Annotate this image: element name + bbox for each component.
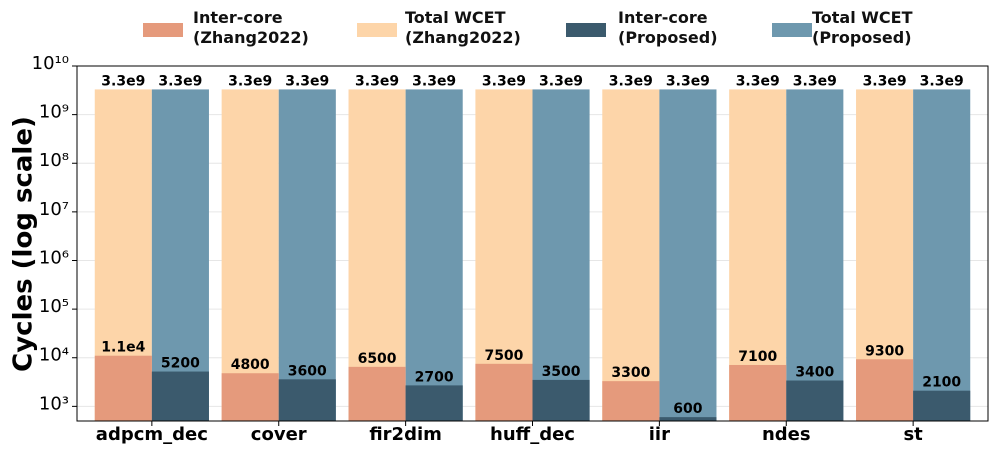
y-tick-label: 10³ <box>39 393 69 414</box>
legend-label: Inter-core (Proposed) <box>618 8 718 47</box>
value-label: 1.1e4 <box>101 340 145 356</box>
value-label: 3.3e9 <box>539 73 583 89</box>
value-label: 2100 <box>922 375 961 391</box>
bar <box>856 359 914 421</box>
bar <box>278 89 336 421</box>
bar <box>659 89 717 421</box>
value-label: 5200 <box>161 356 200 372</box>
bar <box>405 385 463 421</box>
value-label: 3.3e9 <box>355 73 399 89</box>
legend-swatch <box>566 23 606 37</box>
value-label: 7500 <box>484 348 523 364</box>
value-label: 600 <box>673 401 702 417</box>
legend-label: Total WCET (Zhang2022) <box>405 8 521 47</box>
x-tick-label: st <box>903 424 923 445</box>
value-label: 3600 <box>288 363 327 379</box>
y-tick-label: 10⁴ <box>39 345 69 366</box>
value-label: 3.3e9 <box>920 73 964 89</box>
x-tick-label: adpcm_dec <box>96 424 208 445</box>
value-label: 3.3e9 <box>228 73 272 89</box>
value-label: 3500 <box>542 364 581 380</box>
value-label: 9300 <box>865 343 904 359</box>
y-tick-label: 10⁹ <box>39 102 69 123</box>
y-tick-label: 10⁸ <box>39 150 69 171</box>
value-label: 3300 <box>611 365 650 381</box>
value-label: 3.3e9 <box>412 73 456 89</box>
bar <box>602 89 660 421</box>
x-tick-label: huff_dec <box>490 424 575 445</box>
value-label: 3400 <box>795 365 834 381</box>
bar <box>532 379 590 421</box>
value-label: 3.3e9 <box>609 73 653 89</box>
legend-swatch <box>143 23 183 37</box>
value-label: 3.3e9 <box>666 73 710 89</box>
bar <box>151 371 209 421</box>
x-tick-label: cover <box>251 424 307 445</box>
value-label: 3.3e9 <box>482 73 526 89</box>
plot-frame <box>76 65 989 422</box>
value-label: 4800 <box>231 357 270 373</box>
bar <box>405 89 463 421</box>
bar <box>532 89 590 421</box>
bar <box>348 366 406 421</box>
x-tick-label: iir <box>649 424 670 445</box>
bar <box>475 363 533 421</box>
bar <box>913 390 971 421</box>
bar <box>786 89 844 421</box>
bar <box>786 380 844 421</box>
y-tick-label: 10⁶ <box>39 247 69 268</box>
x-tick-label: ndes <box>762 424 811 445</box>
bar <box>348 89 406 421</box>
y-axis-label: Cycles (log scale) <box>9 116 39 372</box>
y-tick-label: 10¹⁰ <box>32 53 69 74</box>
value-label: 2700 <box>415 369 454 385</box>
bar <box>221 89 279 421</box>
y-tick-label: 10⁷ <box>39 199 69 220</box>
legend-label: Inter-core (Zhang2022) <box>193 8 309 47</box>
bar <box>94 355 152 421</box>
value-label: 6500 <box>358 351 397 367</box>
legend-label: Total WCET (Proposed) <box>812 8 913 47</box>
bar <box>278 379 336 421</box>
bar <box>221 373 279 421</box>
x-tick-label: fir2dim <box>369 424 442 445</box>
y-tick-label: 10⁵ <box>39 296 69 317</box>
legend-swatch <box>772 23 812 37</box>
bar <box>602 381 660 421</box>
value-label: 7100 <box>738 349 777 365</box>
value-label: 3.3e9 <box>101 73 145 89</box>
legend-swatch <box>357 23 397 37</box>
value-label: 3.3e9 <box>736 73 780 89</box>
bar <box>913 89 971 421</box>
value-label: 3.3e9 <box>863 73 907 89</box>
value-label: 3.3e9 <box>158 73 202 89</box>
value-label: 3.3e9 <box>793 73 837 89</box>
bar <box>659 417 717 421</box>
bar <box>151 89 209 421</box>
value-label: 3.3e9 <box>285 73 329 89</box>
bar <box>729 364 787 421</box>
